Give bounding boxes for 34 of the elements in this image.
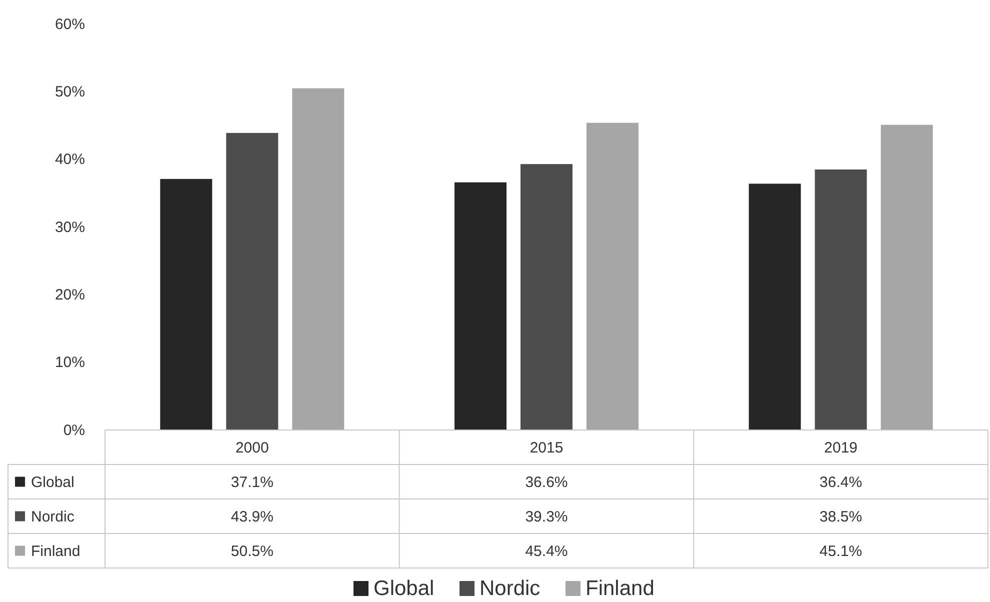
- y-tick-label: 10%: [54, 354, 85, 372]
- data-label: 36.6%: [525, 474, 568, 491]
- y-tick-label: 60%: [54, 16, 85, 33]
- data-label: 45.4%: [525, 542, 568, 560]
- x-tick-label: 2019: [824, 439, 858, 456]
- bar: [160, 178, 212, 430]
- bar: [454, 182, 506, 430]
- y-tick-label: 0%: [63, 422, 85, 439]
- data-label: 37.1%: [230, 474, 274, 491]
- text: Finland: [31, 542, 80, 560]
- text: Global: [374, 577, 434, 600]
- bar: [292, 88, 344, 430]
- text: Nordic: [31, 508, 74, 526]
- bar: [520, 164, 572, 430]
- x-tick-label: 2015: [530, 439, 564, 456]
- bar: [880, 124, 933, 430]
- y-tick-label: 50%: [54, 83, 85, 100]
- data-label: 39.3%: [525, 508, 568, 526]
- data-label: 43.9%: [230, 508, 274, 526]
- legend-label: Finland: [586, 577, 654, 600]
- bar: [748, 184, 801, 430]
- legend-label: Nordic: [480, 577, 540, 600]
- data-label: 50.5%: [230, 542, 274, 560]
- y-tick-label: 30%: [54, 218, 85, 236]
- x-tick-label: 2000: [235, 439, 269, 456]
- y-tick-label: 40%: [54, 151, 85, 168]
- data-label: 45.1%: [820, 542, 862, 560]
- data-label: 36.4%: [820, 474, 862, 491]
- data-label: 38.5%: [820, 508, 862, 526]
- bar: [814, 169, 867, 430]
- bar: [226, 132, 278, 430]
- y-tick-label: 20%: [54, 286, 85, 304]
- legend-label: Global: [31, 474, 74, 491]
- bar: [586, 122, 638, 430]
